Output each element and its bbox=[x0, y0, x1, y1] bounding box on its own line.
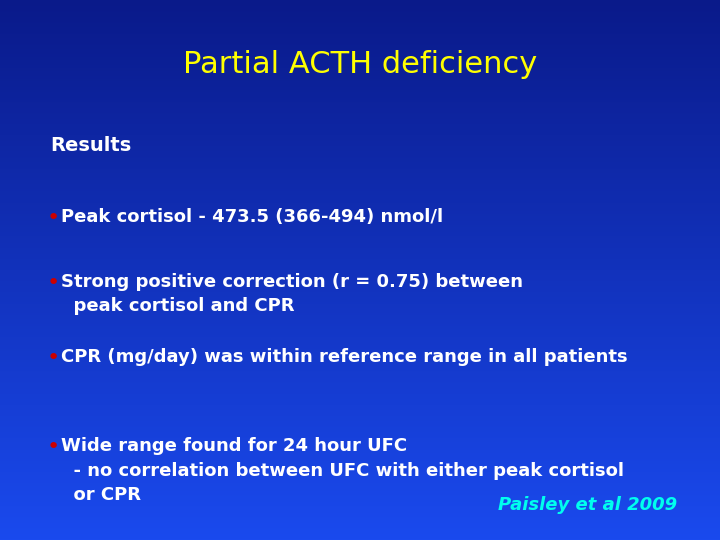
Text: CPR (mg/day) was within reference range in all patients: CPR (mg/day) was within reference range … bbox=[61, 348, 628, 366]
Text: •: • bbox=[47, 208, 60, 228]
Text: •: • bbox=[47, 348, 60, 368]
Text: •: • bbox=[47, 273, 60, 293]
Text: Results: Results bbox=[50, 136, 132, 156]
Text: Paisley et al 2009: Paisley et al 2009 bbox=[498, 496, 677, 514]
Text: Partial ACTH deficiency: Partial ACTH deficiency bbox=[183, 50, 537, 79]
Text: Peak cortisol - 473.5 (366-494) nmol/l: Peak cortisol - 473.5 (366-494) nmol/l bbox=[61, 208, 444, 226]
Text: Wide range found for 24 hour UFC
  - no correlation between UFC with either peak: Wide range found for 24 hour UFC - no co… bbox=[61, 437, 624, 504]
Text: •: • bbox=[47, 437, 60, 457]
Text: Strong positive correction (r = 0.75) between
  peak cortisol and CPR: Strong positive correction (r = 0.75) be… bbox=[61, 273, 523, 315]
